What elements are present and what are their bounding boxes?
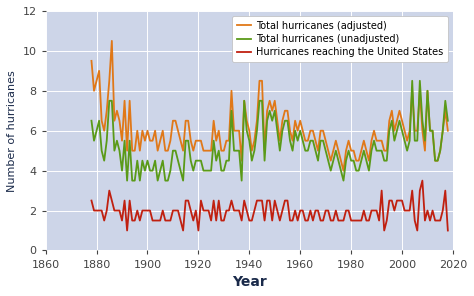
Hurricanes reaching the United States — [432, 219, 438, 222]
Hurricanes reaching the United States — [91, 209, 97, 212]
Total hurricanes (unadjusted) — [89, 119, 94, 123]
Total hurricanes (adjusted) — [432, 159, 438, 163]
Line: Total hurricanes (unadjusted): Total hurricanes (unadjusted) — [91, 81, 448, 181]
Legend: Total hurricanes (adjusted), Total hurricanes (unadjusted), Hurricanes reaching : Total hurricanes (adjusted), Total hurri… — [232, 16, 448, 62]
Total hurricanes (adjusted) — [404, 139, 410, 142]
Total hurricanes (adjusted) — [208, 149, 214, 152]
Hurricanes reaching the United States — [402, 209, 408, 212]
Total hurricanes (unadjusted) — [432, 159, 438, 163]
Total hurricanes (unadjusted) — [124, 179, 130, 182]
Total hurricanes (unadjusted) — [402, 139, 408, 142]
Total hurricanes (unadjusted) — [410, 79, 415, 83]
Total hurricanes (unadjusted) — [394, 129, 400, 133]
Total hurricanes (adjusted) — [397, 109, 402, 112]
Total hurricanes (adjusted) — [111, 119, 117, 123]
Total hurricanes (adjusted) — [91, 89, 97, 93]
Hurricanes reaching the United States — [109, 199, 115, 202]
Hurricanes reaching the United States — [124, 229, 130, 232]
Hurricanes reaching the United States — [394, 199, 400, 202]
Total hurricanes (adjusted) — [89, 59, 94, 63]
Line: Total hurricanes (adjusted): Total hurricanes (adjusted) — [91, 41, 448, 170]
Hurricanes reaching the United States — [419, 179, 425, 182]
Hurricanes reaching the United States — [445, 229, 451, 232]
Total hurricanes (adjusted) — [341, 169, 346, 172]
Total hurricanes (adjusted) — [445, 129, 451, 133]
Hurricanes reaching the United States — [89, 199, 94, 202]
X-axis label: Year: Year — [232, 275, 267, 289]
Hurricanes reaching the United States — [208, 219, 214, 222]
Total hurricanes (adjusted) — [109, 39, 115, 43]
Line: Hurricanes reaching the United States: Hurricanes reaching the United States — [91, 181, 448, 231]
Y-axis label: Number of hurricanes: Number of hurricanes — [7, 70, 17, 192]
Total hurricanes (unadjusted) — [208, 169, 214, 172]
Total hurricanes (unadjusted) — [109, 99, 115, 102]
Total hurricanes (unadjusted) — [91, 139, 97, 142]
Total hurricanes (unadjusted) — [445, 119, 451, 123]
